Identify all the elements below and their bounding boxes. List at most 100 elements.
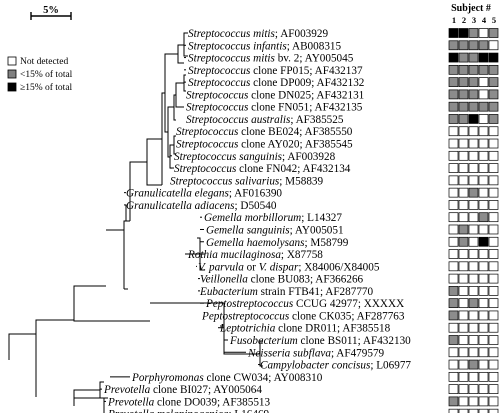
- taxon-label: Porphyromonas clone CW034; AY008310: [131, 372, 323, 384]
- presence-cell-subject-5: [488, 249, 499, 259]
- presence-cell-subject-3: [468, 359, 479, 370]
- presence-cell-subject-2: [458, 89, 469, 100]
- taxon-label: Streptococcus clone FP015; AF432137: [188, 65, 363, 77]
- taxon-label: Prevotella clone DO039; AF385513: [107, 396, 271, 408]
- taxon-label: Rothia mucilaginosa; X87758: [187, 249, 323, 261]
- presence-cell-subject-1: [448, 371, 459, 382]
- presence-cell-subject-1: [448, 64, 459, 75]
- presence-cell-subject-2: [458, 286, 469, 296]
- presence-cell-subject-4: [478, 371, 489, 382]
- presence-cell-subject-3: [468, 224, 479, 235]
- presence-cell-subject-1: [448, 236, 459, 247]
- presence-cell-subject-5: [488, 261, 499, 272]
- taxon-label: Streptococcus mitis bv. 2; AY005045: [188, 53, 354, 65]
- legend-swatch-low: [7, 69, 17, 79]
- presence-cell-subject-4: [478, 175, 489, 186]
- presence-cell-subject-5: [488, 322, 499, 333]
- subject-number-1: 1: [452, 15, 456, 25]
- presence-cell-subject-5: [488, 126, 499, 137]
- legend-label-not-detected: Not detected: [20, 57, 69, 67]
- taxon-label: Prevotella clone BI027; AY005064: [103, 384, 262, 396]
- presence-cell-subject-4: [478, 273, 489, 284]
- presence-cell-subject-1: [448, 347, 459, 358]
- presence-cell-subject-2: [458, 236, 469, 247]
- presence-cell-subject-2: [458, 40, 469, 51]
- presence-cell-subject-4: [478, 163, 489, 173]
- presence-cell-subject-3: [468, 298, 479, 309]
- presence-cell-subject-2: [458, 322, 469, 333]
- presence-cell-subject-2: [458, 408, 469, 413]
- taxon-label: Prevotella melaninogenica; L16469: [107, 409, 270, 413]
- presence-cell-subject-5: [488, 212, 499, 223]
- legend-swatch-high: [7, 82, 17, 92]
- presence-cell-subject-2: [458, 200, 469, 210]
- presence-cell-subject-2: [458, 52, 469, 63]
- presence-cell-subject-3: [468, 286, 479, 296]
- presence-cell-subject-3: [468, 187, 479, 198]
- presence-cell-subject-5: [488, 286, 499, 296]
- legend-label-high: ≥15% of total: [20, 82, 73, 93]
- presence-cell-subject-5: [488, 310, 499, 321]
- presence-cell-subject-2: [458, 126, 469, 137]
- presence-cell-subject-5: [488, 187, 499, 198]
- tree-branches: [8, 32, 263, 413]
- presence-cell-subject-1: [448, 126, 459, 137]
- subject-header-title: Subject #: [451, 3, 491, 14]
- taxon-label: Streptococcus clone AY020; AF385545: [176, 139, 353, 151]
- presence-cell-subject-3: [468, 310, 479, 321]
- presence-cell-subject-4: [478, 384, 489, 394]
- presence-cell-subject-3: [468, 371, 479, 382]
- scale-bar: 5%: [30, 5, 72, 20]
- taxon-label: Gemella sanguinis; AY005051: [206, 224, 344, 236]
- taxon-label: Granulicatella adiacens; D50540: [126, 200, 277, 212]
- presence-cell-subject-3: [468, 126, 479, 137]
- presence-cell-subject-5: [488, 28, 499, 38]
- presence-cell-subject-2: [458, 396, 469, 407]
- presence-cell-subject-3: [468, 163, 479, 173]
- presence-cell-subject-3: [468, 150, 479, 161]
- presence-cell-subject-1: [448, 150, 459, 161]
- presence-cell-subject-2: [458, 175, 469, 186]
- presence-cell-subject-4: [478, 408, 489, 413]
- presence-cell-subject-3: [468, 40, 479, 51]
- presence-cell-subject-1: [448, 310, 459, 321]
- presence-cell-subject-4: [478, 347, 489, 358]
- taxon-label: Streptococcus clone DN025; AF432131: [186, 89, 364, 101]
- presence-cell-subject-3: [468, 236, 479, 247]
- presence-cell-subject-1: [448, 384, 459, 394]
- taxon-label: Streptococcus sanguinis; AF003928: [174, 151, 336, 163]
- presence-cell-subject-5: [488, 138, 499, 149]
- presence-cell-subject-2: [458, 347, 469, 358]
- presence-cell-subject-4: [478, 126, 489, 137]
- presence-cell-subject-2: [458, 114, 469, 124]
- taxon-label: Streptococcus salivarius; M58839: [170, 175, 324, 187]
- taxa-layer: Streptococcus mitis; AF003929Streptococc…: [100, 28, 499, 413]
- presence-cell-subject-2: [458, 224, 469, 235]
- presence-cell-subject-4: [478, 101, 489, 112]
- presence-cell-subject-1: [448, 322, 459, 333]
- presence-cell-subject-4: [478, 298, 489, 309]
- presence-cell-subject-5: [488, 359, 499, 370]
- presence-cell-subject-1: [448, 163, 459, 173]
- presence-cell-subject-3: [468, 408, 479, 413]
- presence-cell-subject-4: [478, 212, 489, 223]
- presence-cell-subject-4: [478, 249, 489, 259]
- taxon-label: Neisseria subflava; AF479579: [247, 347, 385, 359]
- subject-number-2: 2: [462, 15, 466, 25]
- presence-cell-subject-3: [468, 273, 479, 284]
- scale-bar-label: 5%: [43, 5, 59, 16]
- presence-cell-subject-4: [478, 187, 489, 198]
- presence-cell-subject-3: [468, 175, 479, 186]
- presence-cell-subject-2: [458, 249, 469, 259]
- presence-cell-subject-1: [448, 28, 459, 38]
- taxon-label: Fusobacterium clone BS011; AF432130: [229, 335, 411, 347]
- presence-cell-subject-2: [458, 28, 469, 38]
- presence-cell-subject-1: [448, 273, 459, 284]
- presence-cell-subject-4: [478, 335, 489, 345]
- presence-cell-subject-5: [488, 408, 499, 413]
- presence-cell-subject-2: [458, 101, 469, 112]
- presence-cell-subject-5: [488, 273, 499, 284]
- presence-cell-subject-1: [448, 298, 459, 309]
- subject-number-3: 3: [472, 15, 476, 25]
